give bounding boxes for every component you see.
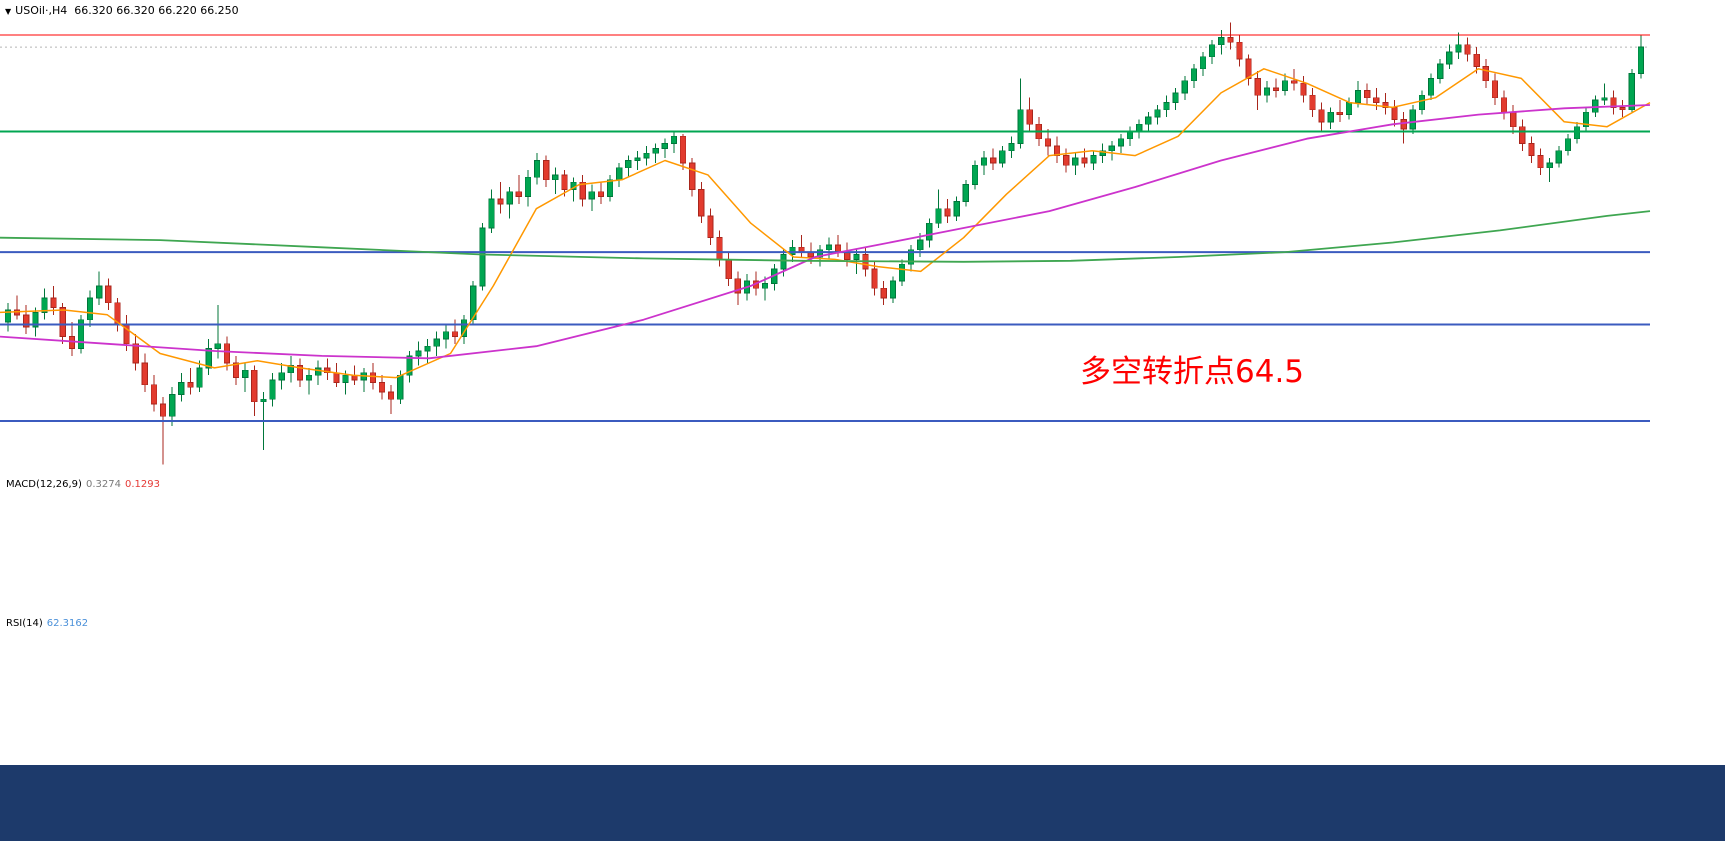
level-lines <box>0 34 1650 422</box>
macd-name: MACD(12,26,9) <box>6 479 82 490</box>
trend-annotation: 多空转折点64.5 <box>1080 354 1305 390</box>
rsi-name: RSI(14) <box>6 618 43 629</box>
rsi-value: 62.3162 <box>46 618 89 629</box>
macd-indicator-label: MACD(12,26,9) 0.3274 0.1293 <box>6 479 160 490</box>
chart-canvas[interactable] <box>0 0 1725 765</box>
macd-main-value: 0.3274 <box>85 479 121 490</box>
ma-line-slow-ma-green <box>0 210 1651 263</box>
symbol-timeframe-label: USOil·,H4 <box>15 4 68 17</box>
macd-signal-value: 0.1293 <box>124 479 160 490</box>
rsi-indicator-label: RSI(14) 62.3162 <box>6 618 88 629</box>
taskbar <box>0 765 1725 841</box>
symbol-dropdown-arrow[interactable]: ▼ <box>5 7 12 16</box>
chart-header: ▼ USOil·,H4 66.320 66.320 66.220 66.250 <box>5 4 239 17</box>
ma-line-fast-ma-orange <box>0 68 1651 379</box>
ohlc-values: 66.320 66.320 66.220 66.250 <box>74 4 239 17</box>
ma-line-mid-ma-magenta <box>0 104 1651 360</box>
